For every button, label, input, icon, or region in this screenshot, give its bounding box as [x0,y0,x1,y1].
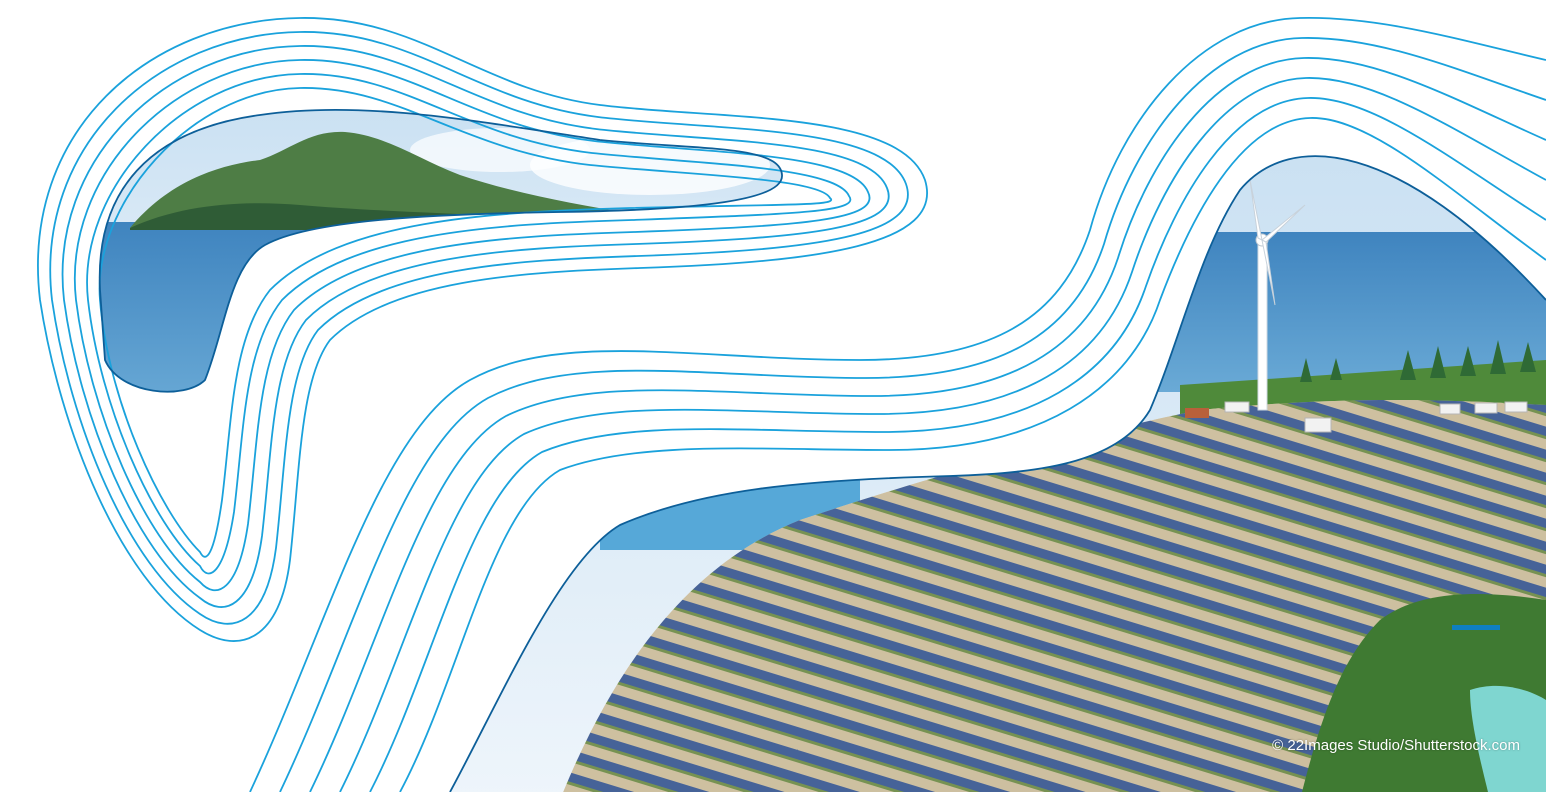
accent-bar [1452,625,1500,630]
contour-lines-left [37,17,928,642]
contour-line-inner-right [449,155,1546,792]
solar-farm-photo [450,156,1546,792]
wind-turbine [1249,179,1306,411]
photo-credit: © 22Images Studio/Shutterstock.com [1272,737,1520,754]
contour-line-inner-left [98,108,783,393]
contour-lines-right [249,17,1546,792]
